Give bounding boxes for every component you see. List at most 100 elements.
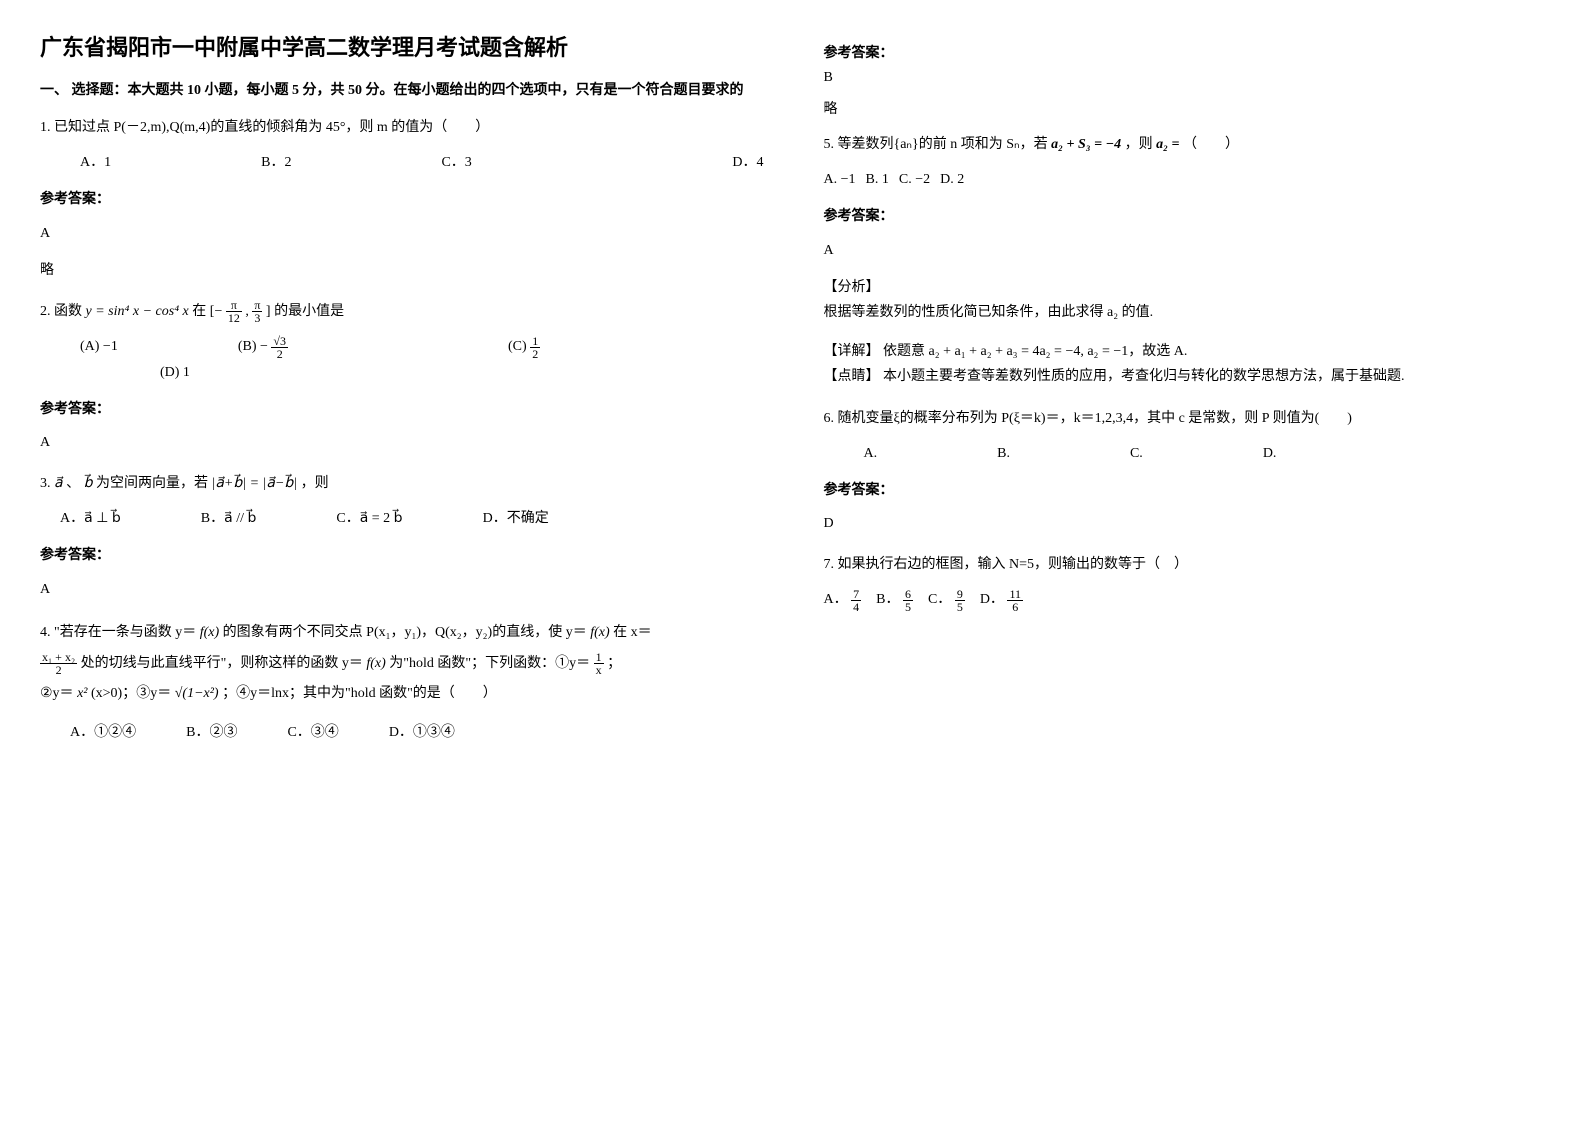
q3-sep1: 、 [66, 476, 80, 491]
q4-optC: C．③④ [287, 720, 338, 745]
q5-options: A. −1 B. 1 C. −2 D. 2 [824, 167, 1548, 192]
q1-optC: C．3 [441, 150, 471, 175]
q2-mid: 在 [192, 304, 210, 319]
q7-optA-prefix: A． [824, 592, 848, 607]
q2-optC-num: 1 [530, 335, 540, 348]
question-4: 4. "若存在一条与函数 y＝ f(x) 的图象有两个不同交点 P(x₁，y₁)… [40, 618, 764, 746]
q4-l2c: ； [607, 656, 621, 671]
q5-cond: a₂ + S₃ = −4 [1051, 137, 1121, 152]
page-title: 广东省揭阳市一中附属中学高二数学理月考试题含解析 [40, 30, 764, 62]
q5-optB: B. 1 [866, 167, 889, 192]
q5-detail: 【详解】 依题意 a₂ + a₁ + a₂ + a₃ = 4a₂ = −4, a… [824, 339, 1548, 364]
q4-fx1: f(x) [200, 625, 219, 640]
q3-prefix: 3. [40, 476, 54, 491]
question-2: 2. 函数 y = sin⁴ x − cos⁴ x 在 [− π 12 , π … [40, 299, 764, 455]
q4-l3a: ②y＝ [40, 686, 74, 701]
q7-optA: A． 7 4 [824, 587, 862, 612]
q4-note: 略 [824, 98, 1548, 118]
q3-text: 3. a⃗ 、 b⃗ 为空间两向量，若 |a⃗+b⃗| = |a⃗−b⃗| ，则 [40, 471, 764, 496]
q7-optC-prefix: C． [928, 592, 951, 607]
q5-comment: 【点睛】 本小题主要考查等差数列性质的应用，考查化归与转化的数学思想方法，属于基… [824, 364, 1548, 389]
q3-veca: a⃗ [54, 476, 63, 491]
question-1: 1. 已知过点 P(－2,m),Q(m,4)的直线的倾斜角为 45°，则 m 的… [40, 115, 764, 283]
q2-optC-den: 2 [530, 348, 540, 360]
q4-l1a: 4. "若存在一条与函数 y＝ [40, 625, 196, 640]
q5-detail-text: 依题意 a₂ + a₁ + a₂ + a₃ = 4a₂ = −4, a₂ = −… [883, 344, 1187, 359]
q2-optA: (A) −1 [80, 334, 118, 359]
q2-optB-prefix: (B) [238, 339, 260, 354]
q4-optD: D．①③④ [389, 720, 455, 745]
q3-suffix: ，则 [301, 476, 329, 491]
q4-oneoverx: 1 x [594, 651, 604, 676]
q3-optC: C．a⃗ = 2 b⃗ [336, 506, 402, 531]
q7-optD-den: 6 [1007, 601, 1023, 613]
q4-fracnum: x₁ + x₂ [40, 651, 77, 664]
q4-mid-frac: x₁ + x₂ 2 [40, 651, 77, 676]
q3-options: A．a⃗ ⊥ b⃗ B．a⃗ // b⃗ C．a⃗ = 2 b⃗ D．不确定 [60, 506, 764, 531]
q5-optD: D. 2 [940, 167, 964, 192]
q1-optD: D．4 [732, 150, 763, 175]
q2-answer-label: 参考答案： [40, 397, 764, 422]
q2-frac2: π 3 [252, 299, 262, 324]
q1-answer: A [40, 221, 764, 246]
q7-optA-num: 7 [851, 588, 861, 601]
q5-answer-label: 参考答案： [824, 204, 1548, 229]
q4-text: 4. "若存在一条与函数 y＝ f(x) 的图象有两个不同交点 P(x₁，y₁)… [40, 618, 764, 710]
q5-answer: A [824, 238, 1548, 263]
q7-optC-frac: 9 5 [955, 588, 965, 613]
q5-comment-label: 【点睛】 [824, 369, 880, 384]
q6-answer-label: 参考答案： [824, 478, 1548, 503]
q3-answer-label: 参考答案： [40, 543, 764, 568]
q2-optC-frac: 1 2 [530, 335, 540, 360]
q1-optB: B．2 [261, 150, 291, 175]
q4-fracden: 2 [40, 664, 77, 676]
q7-optB: B． 6 5 [876, 587, 913, 612]
q2-text: 2. 函数 y = sin⁴ x − cos⁴ x 在 [− π 12 , π … [40, 299, 764, 324]
q4-sqrt: √(1−x²) [175, 686, 219, 701]
q4-1x-den: x [594, 664, 604, 676]
q4-l1b: 的图象有两个不同交点 P(x₁，y₁)，Q(x₂，y₂)的直线，使 y＝ [223, 625, 587, 640]
q2-optC: (C) 1 2 [508, 334, 540, 359]
question-6: 6. 随机变量ξ的概率分布列为 P(ξ＝k)＝，k＝1,2,3,4，其中 c 是… [824, 406, 1548, 537]
q2-expr: y = sin⁴ x − cos⁴ x [86, 304, 189, 319]
q6-options: A. B. C. D. [864, 441, 1548, 466]
q4-l2b: 为"hold 函数"；下列函数：①y＝ [389, 656, 593, 671]
q2-optC-prefix: (C) [508, 339, 530, 354]
q2-interval-l: [− [210, 304, 223, 319]
q5-comment-text: 本小题主要考查等差数列性质的应用，考查化归与转化的数学思想方法，属于基础题. [883, 369, 1405, 384]
q1-text: 1. 已知过点 P(－2,m),Q(m,4)的直线的倾斜角为 45°，则 m 的… [40, 115, 764, 140]
q2-suffix: 的最小值是 [274, 304, 344, 319]
right-column: 参考答案： B 略 5. 等差数列{aₙ}的前 n 项和为 Sₙ，若 a₂ + … [824, 30, 1548, 761]
q2-interval-r: ] [266, 304, 271, 319]
q5-prefix: 5. 等差数列{aₙ}的前 n 项和为 Sₙ，若 [824, 137, 1052, 152]
q4-optA: A．①②④ [70, 720, 136, 745]
q2-optB-den: 2 [271, 348, 288, 360]
q5-suffix: （ ） [1183, 137, 1239, 152]
q7-optB-num: 6 [903, 588, 913, 601]
q6-optC: C. [1130, 441, 1143, 466]
q3-vecb: b⃗ [84, 476, 93, 491]
q7-optD: D． 11 6 [980, 587, 1023, 612]
q2-optB: (B) − √3 2 [238, 334, 288, 359]
q6-optA: A. [864, 441, 878, 466]
q7-optB-den: 5 [903, 601, 913, 613]
q7-optC: C． 9 5 [928, 587, 965, 612]
q6-answer: D [824, 511, 1548, 536]
q5-analysis-label: 【分析】 [824, 275, 1548, 300]
q2-optB-frac: √3 2 [271, 335, 288, 360]
section-header: 一、 选择题：本大题共 10 小题，每小题 5 分，共 50 分。在每小题给出的… [40, 80, 764, 101]
q1-note: 略 [40, 258, 764, 283]
q3-optB: B．a⃗ // b⃗ [201, 506, 257, 531]
left-column: 广东省揭阳市一中附属中学高二数学理月考试题含解析 一、 选择题：本大题共 10 … [40, 30, 764, 761]
q5-ask: a₂ = [1156, 137, 1179, 152]
q2-frac1: π 12 [226, 299, 242, 324]
q3-optD: D．不确定 [483, 506, 549, 531]
q4-x2: x² [77, 686, 87, 701]
q6-optD: D. [1263, 441, 1277, 466]
question-7: 7. 如果执行右边的框图，输入 N=5，则输出的数等于（ ） A． 7 4 B．… [824, 552, 1548, 612]
q7-optB-frac: 6 5 [903, 588, 913, 613]
q2-sep: , [245, 304, 249, 319]
q7-optC-num: 9 [955, 588, 965, 601]
q5-detail-label: 【详解】 [824, 344, 880, 359]
q2-answer: A [40, 430, 764, 455]
